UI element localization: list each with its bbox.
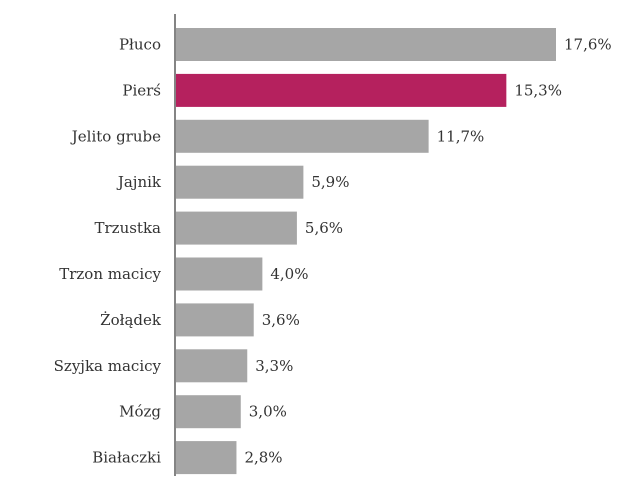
value-label: 5,6% bbox=[305, 219, 343, 237]
value-label: 3,3% bbox=[255, 357, 293, 375]
category-label: Mózg bbox=[119, 403, 161, 421]
category-label: Białaczki bbox=[92, 449, 161, 467]
value-label: 15,3% bbox=[514, 81, 562, 99]
category-label: Pierś bbox=[122, 81, 161, 99]
bar bbox=[176, 28, 556, 61]
value-label: 3,6% bbox=[262, 311, 300, 329]
category-label: Jelito grube bbox=[70, 127, 161, 145]
bar bbox=[176, 441, 237, 475]
bar bbox=[176, 257, 263, 291]
value-label: 5,9% bbox=[311, 173, 349, 191]
category-label: Płuco bbox=[119, 36, 161, 54]
category-label: Trzon macicy bbox=[59, 265, 161, 283]
bar bbox=[176, 165, 304, 199]
value-label: 11,7% bbox=[437, 127, 485, 145]
category-label: Trzustka bbox=[95, 219, 162, 237]
bar bbox=[176, 211, 297, 245]
bar bbox=[176, 395, 241, 429]
bar bbox=[176, 303, 254, 337]
category-label: Jajnik bbox=[116, 173, 162, 191]
bar bbox=[176, 119, 429, 153]
bar bbox=[176, 73, 507, 107]
bar bbox=[176, 349, 248, 383]
value-label: 2,8% bbox=[244, 449, 282, 467]
value-label: 3,0% bbox=[249, 403, 287, 421]
category-label: Szyjka macicy bbox=[54, 357, 162, 375]
category-label: Żołądek bbox=[100, 311, 162, 329]
bars-group: Płuco 17,6% Pierś 15,3% Jelito grube 11,7% Jaj… bbox=[54, 28, 612, 475]
value-label: 4,0% bbox=[270, 265, 308, 283]
value-label: 17,6% bbox=[564, 36, 612, 54]
